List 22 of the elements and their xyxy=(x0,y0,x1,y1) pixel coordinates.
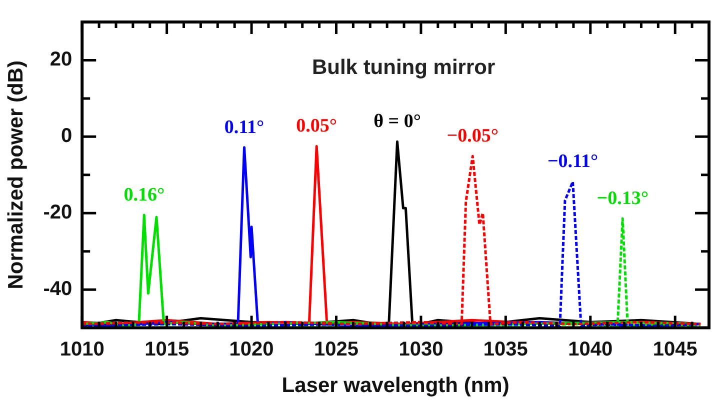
y-axis-title: Normalized power (dB) xyxy=(4,60,28,290)
x-tick-label: 1010 xyxy=(60,338,104,360)
x-axis-title: Laser wavelength (nm) xyxy=(282,374,510,398)
series-label: 0.05° xyxy=(296,116,338,137)
series-label: θ = 0° xyxy=(374,111,421,132)
y-tick-label: 20 xyxy=(50,48,72,71)
y-tick-label: -20 xyxy=(43,202,72,224)
x-tick-label: 1040 xyxy=(568,338,613,360)
x-tick-label: 1025 xyxy=(314,338,358,360)
x-tick-label: 1020 xyxy=(229,338,274,360)
y-tick-label: 0 xyxy=(60,125,72,148)
series-label: 0.11° xyxy=(224,116,264,138)
series-label: −0.05° xyxy=(446,126,498,147)
series-label: −0.11° xyxy=(547,151,598,172)
text: Bulk tuning mirror xyxy=(312,56,496,79)
series-label: −0.13° xyxy=(596,188,648,209)
x-tick-label: 1015 xyxy=(144,338,190,360)
x-tick-label: 1035 xyxy=(483,338,528,360)
x-tick-label: 1045 xyxy=(652,338,698,360)
series-label: 0.16° xyxy=(124,184,165,206)
y-tick-label: -40 xyxy=(43,278,72,300)
x-tick-label: 1030 xyxy=(398,338,444,360)
